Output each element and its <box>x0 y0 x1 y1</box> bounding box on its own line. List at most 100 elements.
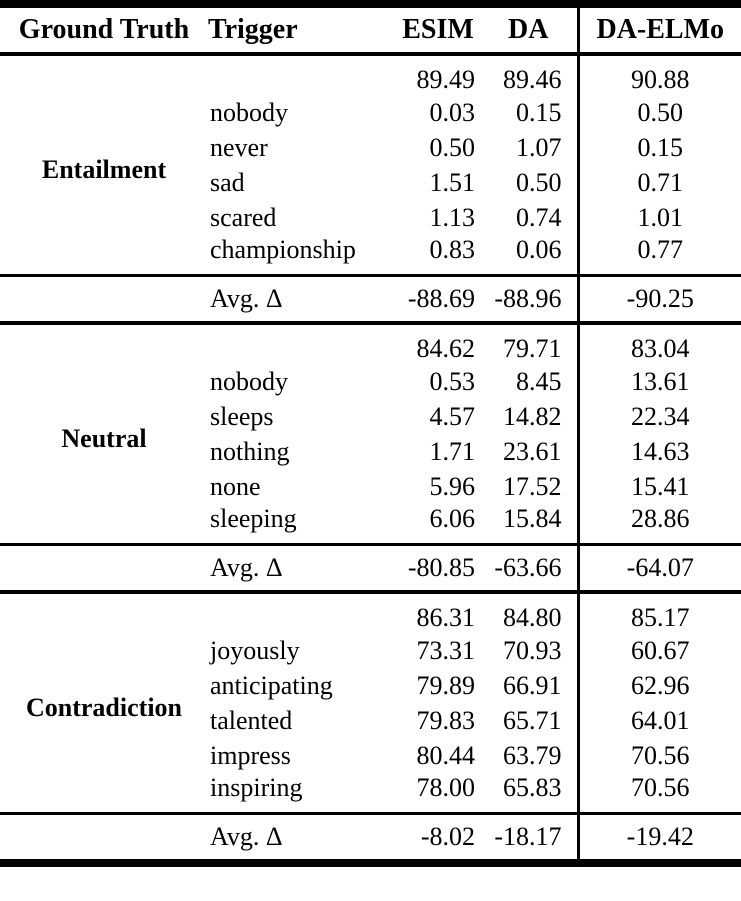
table-row: anticipating 79.89 66.91 62.96 <box>0 668 741 703</box>
avg-delta-label: Avg. Δ <box>210 553 283 582</box>
da-elmo-avg-value: -90.25 <box>576 275 741 323</box>
table-row: none 5.96 17.52 15.41 <box>0 469 741 504</box>
da-elmo-avg-value: -64.07 <box>576 544 741 592</box>
da-value: 14.82 <box>503 401 562 431</box>
section-entailment: Entailment 89.49 89.46 90.88 nobody 0.03… <box>0 54 741 276</box>
esim-value: 1.51 <box>429 167 476 197</box>
empty-cell <box>0 814 208 864</box>
section-neutral: Neutral 84.62 79.71 83.04 nobody 0.53 8.… <box>0 323 741 545</box>
avg-delta-label: Avg. Δ <box>210 284 283 313</box>
trigger-cell: anticipating <box>210 670 333 700</box>
results-table: Ground Truth Trigger ESIM DA DA-ELMo Ent… <box>0 0 741 867</box>
da-elmo-value: 70.56 <box>576 773 741 814</box>
ground-truth-label: Neutral <box>61 423 147 453</box>
table-row: Entailment 89.49 89.46 90.88 <box>0 54 741 184</box>
trigger-cell <box>208 54 396 95</box>
esim-value: 0.53 <box>429 366 476 396</box>
esim-value: 6.06 <box>429 504 476 533</box>
col-header-da: DA <box>480 4 578 56</box>
empty-cell <box>0 276 208 324</box>
da-value: 63.79 <box>503 740 562 770</box>
da-elmo-value: 85.17 <box>576 592 741 633</box>
trigger-cell: sad <box>210 167 245 197</box>
trigger-cell: talented <box>210 705 293 735</box>
esim-value: 0.83 <box>429 235 476 264</box>
da-elmo-value: 62.96 <box>576 668 741 703</box>
da-value: 0.74 <box>516 202 562 232</box>
trigger-cell <box>208 592 396 633</box>
trigger-cell: none <box>210 471 261 501</box>
da-elmo-value: 60.67 <box>576 633 741 668</box>
esim-value: 5.96 <box>429 471 476 501</box>
section-contradiction: Contradiction 86.31 84.80 85.17 joyously… <box>0 592 741 814</box>
da-value: 1.07 <box>516 132 562 162</box>
trigger-cell: impress <box>210 740 291 770</box>
ground-truth-label: Contradiction <box>26 692 182 722</box>
empty-cell <box>0 545 208 593</box>
col-header-trigger: Trigger <box>208 4 396 56</box>
table-row: scared 1.13 0.74 1.01 <box>0 200 741 235</box>
table-row: never 0.50 1.07 0.15 <box>0 130 741 165</box>
da-elmo-value: 70.56 <box>576 738 741 773</box>
trigger-cell: nobody <box>210 97 288 127</box>
da-value: 8.45 <box>516 366 562 396</box>
da-elmo-value: 90.88 <box>576 54 741 95</box>
esim-value: 84.62 <box>416 334 476 363</box>
esim-value: 79.89 <box>416 670 476 700</box>
da-value: 0.15 <box>516 97 562 127</box>
esim-avg-value: -8.02 <box>420 822 475 851</box>
esim-avg-value: -80.85 <box>407 553 475 582</box>
da-elmo-value: 0.77 <box>576 235 741 276</box>
table-row: nobody 0.03 0.15 0.50 <box>0 95 741 130</box>
da-value: 66.91 <box>503 670 562 700</box>
da-value: 15.84 <box>503 504 562 533</box>
avg-row-contradiction: Avg. Δ -8.02 -18.17 -19.42 <box>0 813 741 864</box>
da-value: 65.71 <box>503 705 562 735</box>
table-row: talented 79.83 65.71 64.01 <box>0 703 741 738</box>
da-avg-value: -18.17 <box>494 822 562 851</box>
trigger-cell: nobody <box>210 366 288 396</box>
esim-value: 1.13 <box>429 202 476 232</box>
da-elmo-value: 28.86 <box>576 504 741 545</box>
esim-value: 73.31 <box>416 635 476 665</box>
da-elmo-value: 1.01 <box>576 200 741 235</box>
table-row: Contradiction 86.31 84.80 85.17 <box>0 592 741 722</box>
ground-truth-label: Entailment <box>41 154 167 184</box>
esim-value: 86.31 <box>416 603 476 632</box>
da-value: 79.71 <box>503 334 562 363</box>
esim-value: 78.00 <box>416 773 476 802</box>
esim-avg-value: -88.69 <box>407 284 475 313</box>
da-value: 0.06 <box>516 235 562 264</box>
da-elmo-value: 64.01 <box>576 703 741 738</box>
da-elmo-value: 0.71 <box>576 165 741 200</box>
da-elmo-value: 14.63 <box>576 434 741 469</box>
avg-row-neutral: Avg. Δ -80.85 -63.66 -64.07 <box>0 544 741 593</box>
da-elmo-value: 0.15 <box>576 130 741 165</box>
da-elmo-avg-value: -19.42 <box>576 813 741 863</box>
trigger-cell: sleeping <box>210 504 297 533</box>
trigger-cell: scared <box>210 202 277 232</box>
table-row: sad 1.51 0.50 0.71 <box>0 165 741 200</box>
col-header-esim: ESIM <box>396 4 480 56</box>
esim-value: 1.71 <box>429 436 476 466</box>
trigger-cell: joyously <box>210 635 300 665</box>
table-row: Neutral 84.62 79.71 83.04 <box>0 323 741 453</box>
avg-row: Avg. Δ -80.85 -63.66 -64.07 <box>0 544 741 593</box>
col-header-da-elmo: DA-ELMo <box>576 4 741 56</box>
da-elmo-value: 22.34 <box>576 399 741 434</box>
table-row: joyously 73.31 70.93 60.67 <box>0 633 741 668</box>
da-value: 70.93 <box>503 635 562 665</box>
avg-row-entailment: Avg. Δ -88.69 -88.96 -90.25 <box>0 275 741 324</box>
table-row: nobody 0.53 8.45 13.61 <box>0 364 741 399</box>
table-row: championship 0.83 0.06 0.77 <box>0 235 741 276</box>
da-value: 65.83 <box>503 773 562 802</box>
da-value: 17.52 <box>503 471 562 501</box>
da-elmo-value: 13.61 <box>576 364 741 399</box>
da-value: 23.61 <box>503 436 562 466</box>
col-header-ground-truth: Ground Truth <box>0 4 208 56</box>
avg-delta-label: Avg. Δ <box>210 822 283 851</box>
da-value: 89.46 <box>503 65 562 94</box>
trigger-cell: championship <box>210 235 356 264</box>
avg-row: Avg. Δ -88.69 -88.96 -90.25 <box>0 275 741 324</box>
da-elmo-value: 15.41 <box>576 469 741 504</box>
